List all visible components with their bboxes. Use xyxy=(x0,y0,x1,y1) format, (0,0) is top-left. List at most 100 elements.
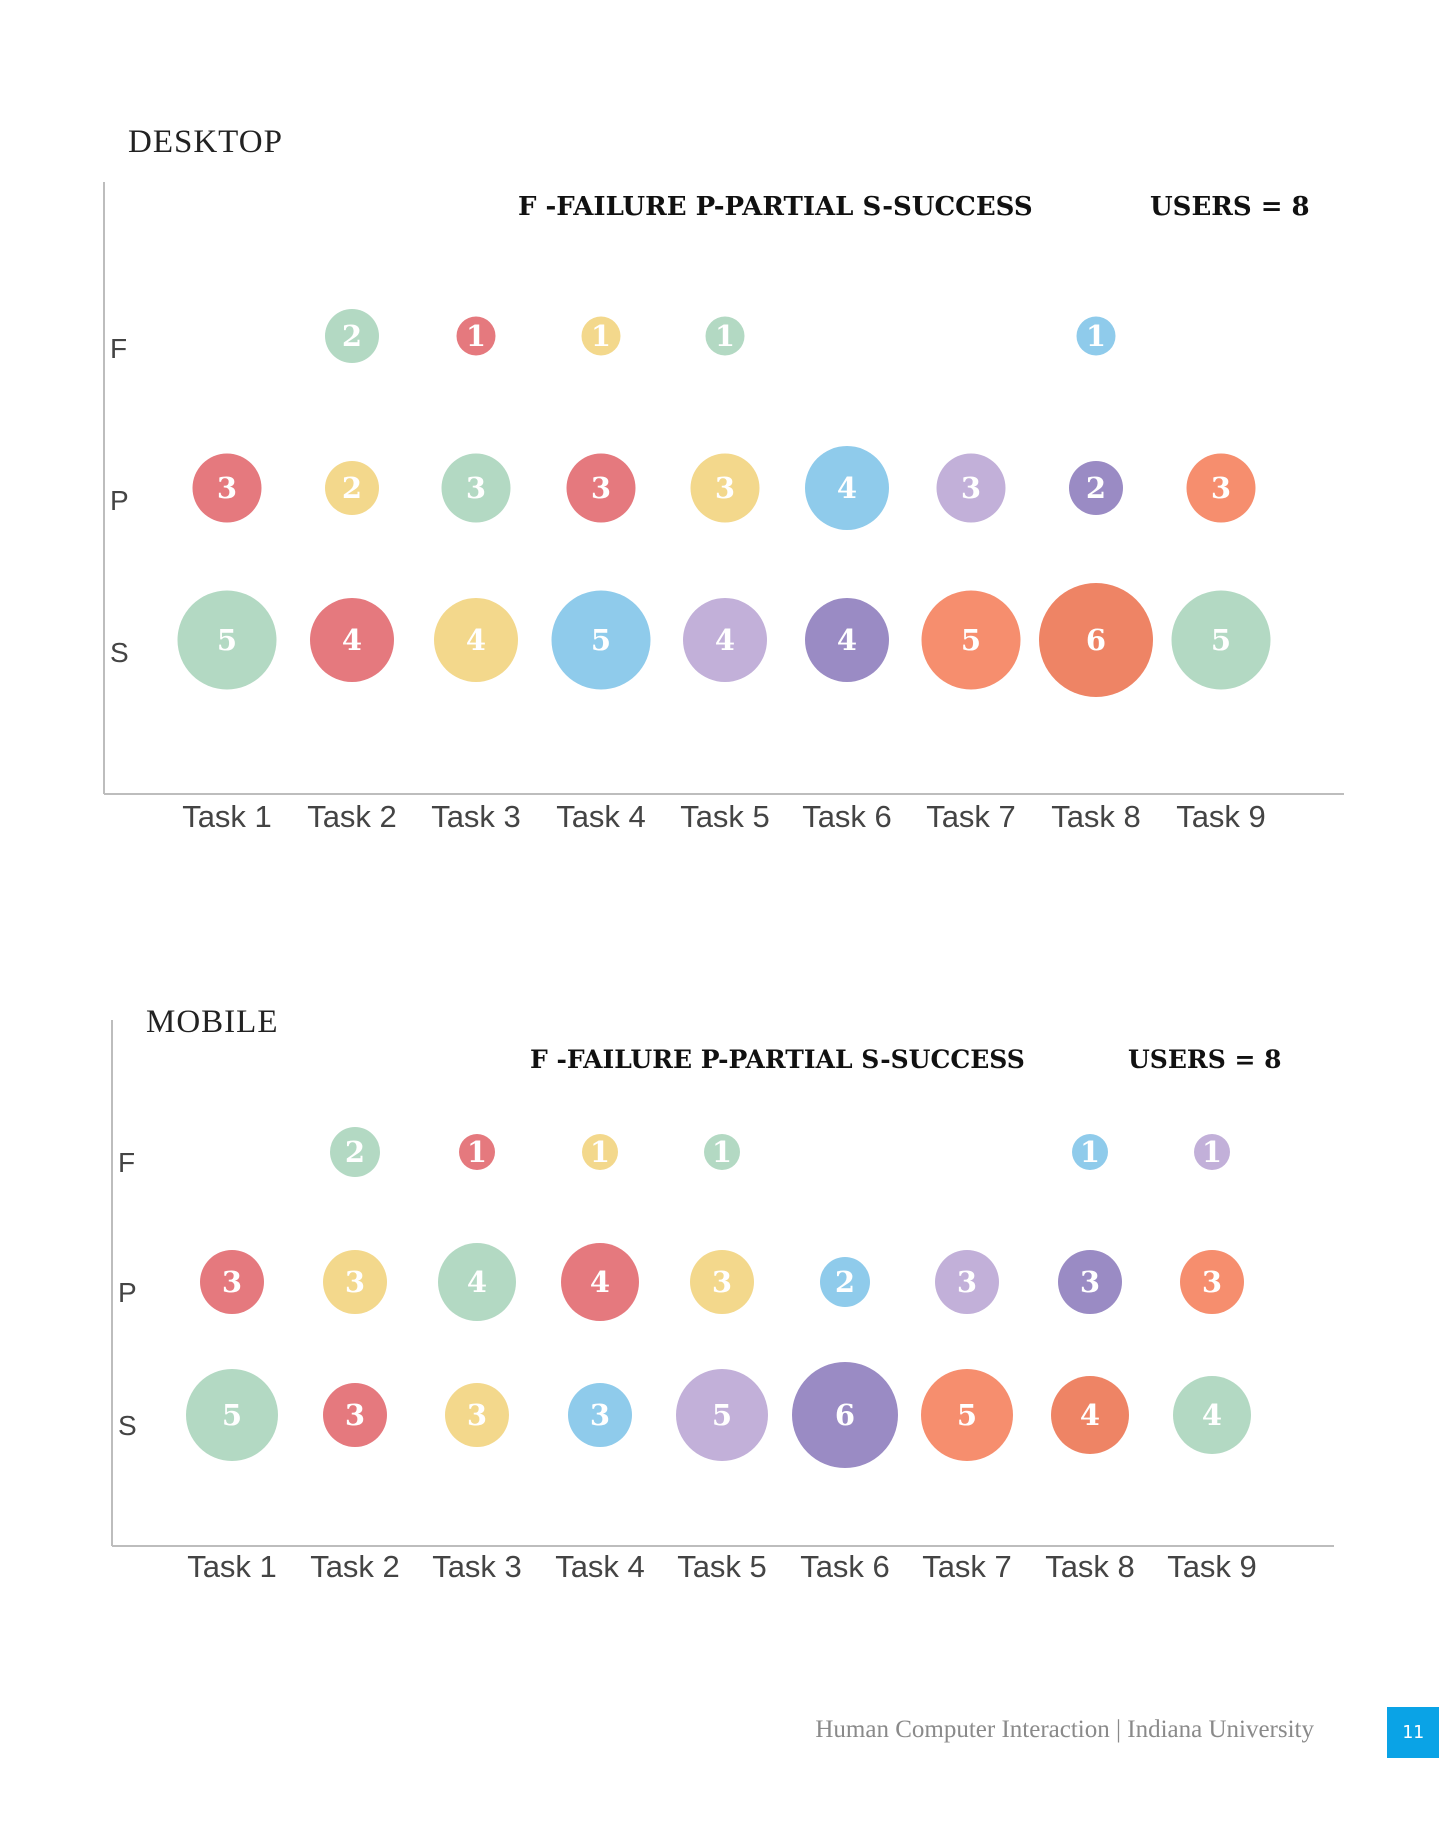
bubble-value-label: 4 xyxy=(342,623,362,657)
bubble-f-task-8 xyxy=(1072,1134,1108,1170)
bubble-f-task-3 xyxy=(459,1134,495,1170)
x-tick-label: Task 7 xyxy=(922,1549,1012,1584)
bubble-value-label: 5 xyxy=(957,1398,977,1432)
bubble-value-label: 3 xyxy=(712,1265,732,1299)
bubble-s-task-1 xyxy=(177,590,277,690)
bubble-p-task-8 xyxy=(1069,461,1123,515)
bubble-s-task-2 xyxy=(310,598,394,682)
desktop-users-label: USERS = 8 xyxy=(1150,192,1310,222)
bubble-value-label: 3 xyxy=(591,471,611,505)
bubble-p-task-6 xyxy=(805,446,889,530)
x-tick-label: Task 6 xyxy=(800,1549,890,1584)
y-tick-label-f: F xyxy=(118,1147,135,1178)
bubble-p-task-9 xyxy=(1180,1250,1244,1314)
bubble-p-task-9 xyxy=(1186,453,1256,523)
bubble-p-task-5 xyxy=(690,453,760,523)
bubble-p-task-8 xyxy=(1058,1250,1122,1314)
bubble-value-label: 3 xyxy=(345,1265,365,1299)
desktop-chart-title: DESKTOP xyxy=(128,124,283,160)
bubble-value-label: 4 xyxy=(837,471,857,505)
bubble-s-task-8 xyxy=(1039,583,1153,697)
bubble-value-label: 5 xyxy=(961,623,981,657)
bubble-value-label: 4 xyxy=(837,623,857,657)
bubble-value-label: 2 xyxy=(342,471,362,505)
bubble-value-label: 6 xyxy=(1086,623,1106,657)
mobile-chart-title: MOBILE xyxy=(146,1004,279,1040)
bubble-value-label: 4 xyxy=(466,623,486,657)
y-tick-label-p: P xyxy=(110,485,129,516)
bubble-f-task-5 xyxy=(705,316,745,356)
x-tick-label: Task 5 xyxy=(680,799,770,834)
bubble-value-label: 3 xyxy=(467,1398,487,1432)
bubble-s-task-1 xyxy=(186,1369,278,1461)
bubble-f-task-4 xyxy=(582,1134,618,1170)
bubble-s-task-8 xyxy=(1051,1376,1129,1454)
bubble-p-task-7 xyxy=(935,1250,999,1314)
bubble-value-label: 3 xyxy=(590,1398,610,1432)
bubble-s-task-9 xyxy=(1171,590,1271,690)
x-tick-label: Task 8 xyxy=(1045,1549,1135,1584)
bubble-value-label: 4 xyxy=(467,1265,487,1299)
bubble-value-label: 1 xyxy=(712,1135,732,1169)
bubble-value-label: 2 xyxy=(835,1265,855,1299)
x-tick-label: Task 1 xyxy=(187,1549,277,1584)
bubble-value-label: 4 xyxy=(1202,1398,1222,1432)
bubble-s-task-2 xyxy=(323,1383,387,1447)
bubble-s-task-7 xyxy=(921,1369,1013,1461)
bubble-s-task-6 xyxy=(805,598,889,682)
bubble-f-task-9 xyxy=(1194,1134,1230,1170)
x-tick-label: Task 9 xyxy=(1176,799,1266,834)
desktop-legend: F -FAILURE P-PARTIAL S-SUCCESS xyxy=(518,192,1033,222)
bubble-value-label: 5 xyxy=(1211,623,1231,657)
bubble-p-task-2 xyxy=(325,461,379,515)
bubble-value-label: 4 xyxy=(715,623,735,657)
x-tick-label: Task 9 xyxy=(1167,1549,1257,1584)
bubble-p-task-6 xyxy=(820,1257,870,1307)
bubble-value-label: 5 xyxy=(591,623,611,657)
bubble-s-task-3 xyxy=(434,598,518,682)
bubble-s-task-5 xyxy=(683,598,767,682)
bubble-value-label: 1 xyxy=(467,1135,487,1169)
bubble-s-task-3 xyxy=(445,1383,509,1447)
bubble-value-label: 2 xyxy=(1086,471,1106,505)
mobile-legend: F -FAILURE P-PARTIAL S-SUCCESS xyxy=(530,1045,1025,1074)
bubble-value-label: 3 xyxy=(466,471,486,505)
bubble-value-label: 1 xyxy=(1086,319,1106,353)
bubble-value-label: 3 xyxy=(222,1265,242,1299)
bubble-value-label: 5 xyxy=(222,1398,242,1432)
bubble-f-task-5 xyxy=(704,1134,740,1170)
bubble-s-task-5 xyxy=(676,1369,768,1461)
x-tick-label: Task 7 xyxy=(926,799,1016,834)
bubble-s-task-4 xyxy=(551,590,651,690)
x-tick-label: Task 2 xyxy=(307,799,397,834)
bubble-value-label: 1 xyxy=(1202,1135,1222,1169)
bubble-s-task-7 xyxy=(921,590,1021,690)
footer-text: Human Computer Interaction | Indiana Uni… xyxy=(815,1716,1314,1743)
bubble-value-label: 1 xyxy=(591,319,611,353)
x-tick-label: Task 5 xyxy=(677,1549,767,1584)
bubble-p-task-3 xyxy=(438,1243,516,1321)
bubble-value-label: 2 xyxy=(342,319,362,353)
bubble-p-task-1 xyxy=(200,1250,264,1314)
bubble-value-label: 4 xyxy=(1080,1398,1100,1432)
bubble-p-task-4 xyxy=(561,1243,639,1321)
desktop-bubble-chart: F P S Task 1 Task 2 Task 3 Task 4 Task 5 Task 6 T… xyxy=(103,182,1344,834)
bubble-f-task-8 xyxy=(1076,316,1116,356)
bubble-value-label: 3 xyxy=(217,471,237,505)
y-tick-label-p: P xyxy=(118,1277,137,1308)
x-tick-label: Task 3 xyxy=(431,799,521,834)
bubble-value-label: 1 xyxy=(590,1135,610,1169)
bubble-s-task-4 xyxy=(568,1383,632,1447)
bubble-f-task-4 xyxy=(581,316,621,356)
bubble-value-label: 1 xyxy=(715,319,735,353)
bubble-p-task-3 xyxy=(441,453,511,523)
bubble-value-label: 1 xyxy=(466,319,486,353)
bubble-p-task-4 xyxy=(566,453,636,523)
bubble-value-label: 3 xyxy=(1080,1265,1100,1299)
y-tick-label-f: F xyxy=(110,333,127,364)
bubble-value-label: 4 xyxy=(590,1265,610,1299)
x-tick-label: Task 3 xyxy=(432,1549,522,1584)
bubble-value-label: 5 xyxy=(217,623,237,657)
bubble-p-task-1 xyxy=(192,453,262,523)
bubble-value-label: 5 xyxy=(712,1398,732,1432)
